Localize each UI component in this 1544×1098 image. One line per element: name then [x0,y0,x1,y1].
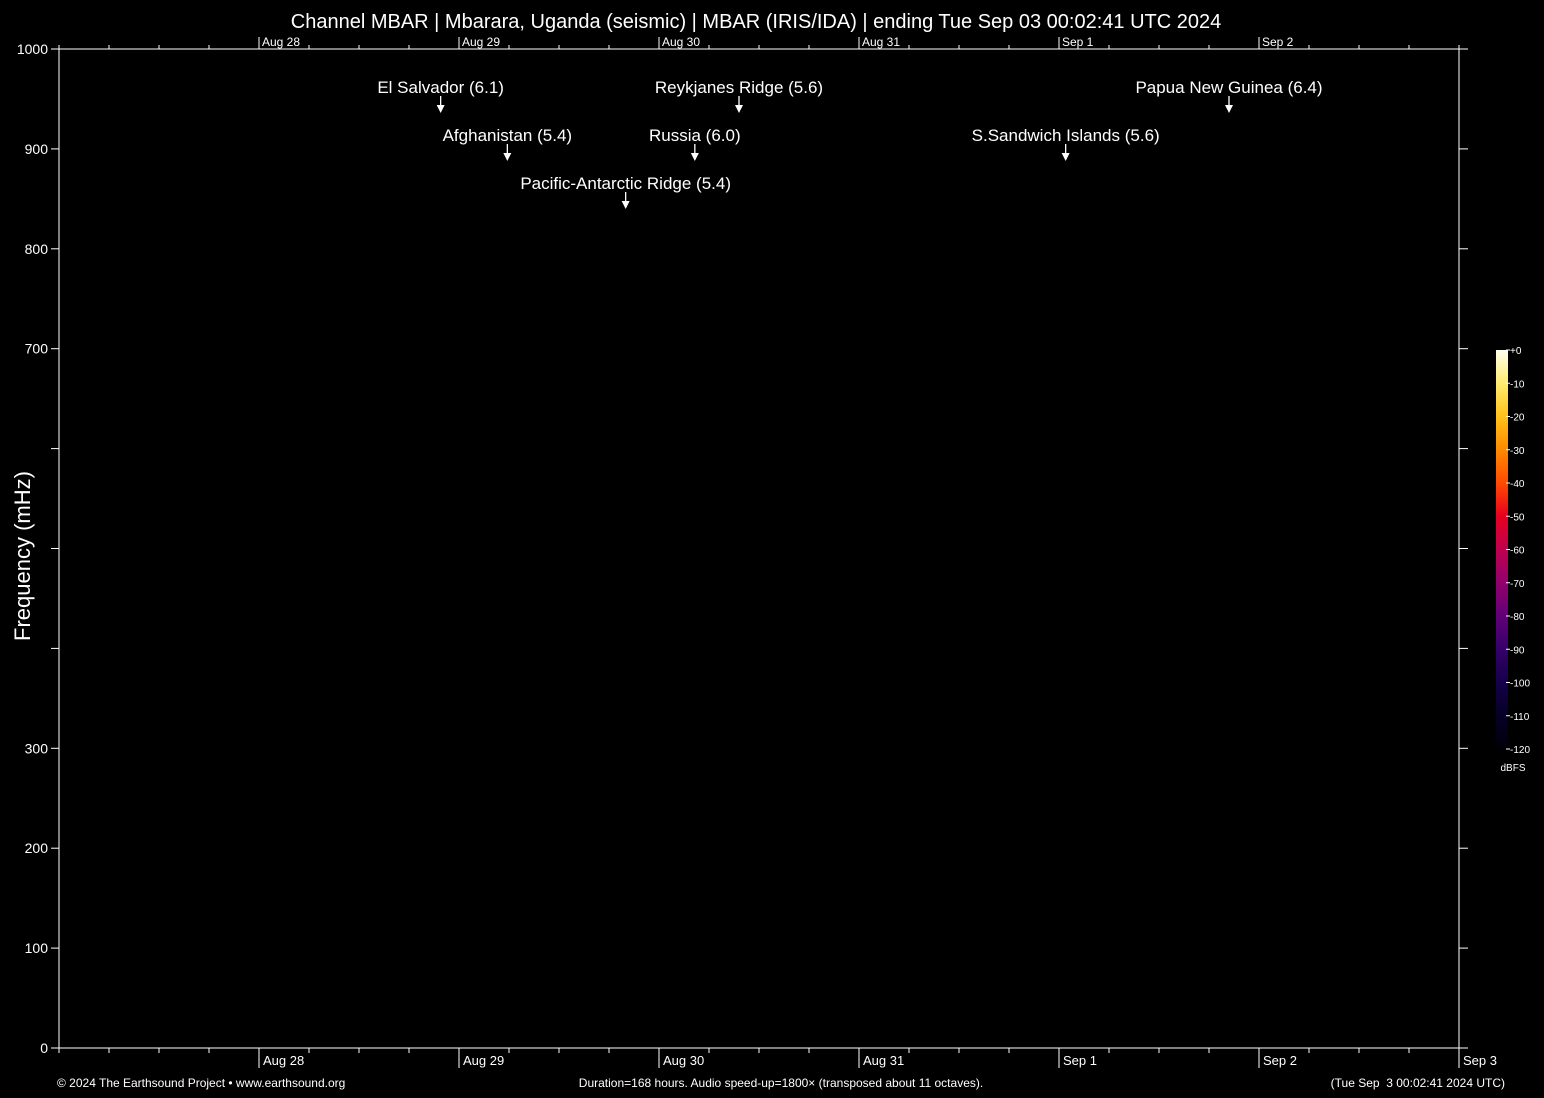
colorbar-tick-label: -110 [1510,712,1530,723]
colorbar-tick-label: -20 [1510,413,1525,424]
event-label: Papua New Guinea (6.4) [1135,78,1322,97]
colorbar-tick-label: -60 [1510,546,1525,557]
x-tick-label-top: Sep 2 [1262,35,1294,49]
y-tick-label: 700 [25,341,49,357]
event-label: El Salvador (6.1) [377,78,504,97]
x-tick-label-bottom: Sep 1 [1063,1053,1097,1068]
y-tick-label: 300 [25,740,49,756]
axis-ticks: 0 100 200 300 700 800 900 1000 Aug 28 Aug 29 Aug 3… [17,35,1497,1068]
x-tick-label-bottom: Aug 29 [463,1053,504,1068]
y-tick-label: 1000 [17,41,48,57]
x-tick-label-bottom: Sep 3 [1463,1053,1497,1068]
colorbar-tick-label: -30 [1510,446,1525,457]
footer-copyright: © 2024 The Earthsound Project • www.eart… [57,1076,345,1090]
footer-timestamp: (Tue Sep 3 00:02:41 2024 UTC) [1331,1076,1505,1090]
colorbar-tick-label: -40 [1510,479,1525,490]
y-tick-label: 200 [25,840,49,856]
event-arrow-head [690,153,699,161]
x-tick-label-top: Sep 1 [1062,35,1094,49]
event-label: Reykjanes Ridge (5.6) [655,78,823,97]
x-tick-label-bottom: Aug 28 [263,1053,304,1068]
event-label: Afghanistan (5.4) [443,126,572,145]
colorbar-tick-label: -70 [1510,579,1525,590]
event-arrow-head [621,201,630,209]
colorbar-tick-label: -10 [1510,379,1525,390]
colorbar-gradient [1496,350,1508,749]
x-tick-label-top: Aug 28 [262,35,300,49]
colorbar-tick-label: -90 [1510,645,1525,656]
y-tick-label: 0 [40,1040,48,1056]
event-arrow-head [436,105,445,113]
event-arrow-head [735,105,743,113]
x-tick-label-top: Aug 30 [662,35,700,49]
earthquake-annotations: El Salvador (6.1) Reykjanes Ridge (5.6) Pa… [377,78,1323,209]
x-tick-label-top: Aug 29 [462,35,500,49]
colorbar-tick-label: -100 [1510,679,1530,690]
event-arrow-head [1061,153,1070,161]
plot-area [59,49,1460,1048]
footer-duration: Duration=168 hours. Audio speed-up=1800×… [579,1076,983,1090]
colorbar-legend: +0 -10 -20 -30 -40 -50 -60 -70 -80 -90 -100 -110 -12… [1496,346,1530,774]
y-tick-label: 100 [25,940,49,956]
y-axis-label: Frequency (mHz) [10,471,35,641]
event-label: S.Sandwich Islands (5.6) [972,126,1160,145]
colorbar-tick-label: -80 [1510,612,1525,623]
event-arrow-head [503,153,512,161]
y-tick-label: 800 [25,241,49,257]
event-arrow-head [1225,105,1233,113]
chart-title: Channel MBAR | Mbarara, Uganda (seismic)… [291,11,1221,33]
y-tick-label: 900 [25,141,49,157]
colorbar-tick-label: -50 [1510,512,1525,523]
colorbar-unit-label: dBFS [1500,763,1525,774]
event-label: Russia (6.0) [649,126,741,145]
x-tick-label-bottom: Sep 2 [1263,1053,1297,1068]
x-tick-label-bottom: Aug 31 [863,1053,904,1068]
x-tick-label-bottom: Aug 30 [663,1053,704,1068]
x-tick-label-top: Aug 31 [862,35,900,49]
colorbar-tick-label: -120 [1510,745,1530,756]
event-label: Pacific-Antarctic Ridge (5.4) [520,174,731,193]
colorbar-tick-label: +0 [1510,346,1522,357]
